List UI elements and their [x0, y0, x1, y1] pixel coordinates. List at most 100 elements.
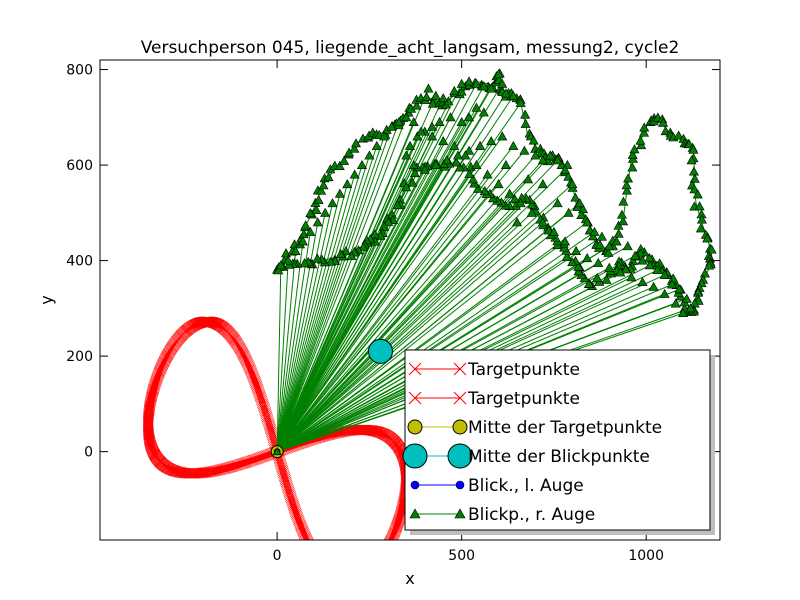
gaze-line	[276, 193, 341, 452]
gaze-point-marker	[523, 174, 534, 184]
legend-marker	[454, 508, 466, 519]
y-axis-label: y	[37, 295, 56, 304]
gaze-line	[276, 231, 595, 453]
gaze-line	[276, 145, 514, 452]
gaze-point-marker	[582, 253, 593, 263]
gaze-point-marker	[618, 216, 629, 226]
gaze-point-marker	[471, 159, 482, 169]
legend-marker	[408, 362, 422, 376]
gaze-point-marker	[350, 138, 362, 148]
gaze-point-marker	[559, 164, 571, 174]
gaze-point-marker	[670, 298, 681, 308]
gaze-point-marker	[500, 159, 511, 169]
gaze-point-marker	[635, 135, 646, 145]
gaze-line	[276, 212, 570, 453]
y-tick-label: 800	[66, 63, 93, 79]
gaze-point-marker	[644, 260, 655, 270]
gaze-point-marker	[300, 220, 311, 230]
gaze-point-marker	[592, 272, 603, 282]
gaze-point-marker	[290, 245, 301, 255]
gaze-point-marker	[478, 81, 489, 91]
gaze-point-marker	[530, 150, 541, 160]
gaze-center-marker	[367, 338, 393, 364]
gaze-point-marker	[393, 116, 404, 126]
gaze-point-marker	[515, 198, 526, 208]
gaze-point-marker	[504, 188, 515, 198]
legend-marker	[447, 443, 473, 469]
gaze-point-marker	[552, 198, 563, 208]
gaze-point-marker	[482, 169, 493, 179]
gaze-point-marker	[526, 207, 537, 217]
gaze-point-marker	[603, 247, 614, 257]
gaze-point-marker	[604, 262, 615, 272]
gaze-line	[276, 164, 477, 452]
gaze-point-marker	[685, 303, 696, 313]
gaze-line	[276, 193, 511, 452]
gaze-point-marker	[471, 78, 482, 88]
gaze-point-marker	[639, 127, 650, 137]
gaze-point-marker	[493, 69, 504, 79]
gaze-point-marker	[423, 83, 434, 93]
gaze-point-marker	[604, 241, 615, 251]
gaze-point-marker	[567, 257, 578, 267]
gaze-point-marker	[320, 207, 331, 217]
gaze-point-marker	[681, 293, 692, 303]
gaze-point-marker	[667, 279, 678, 289]
gaze-point-marker	[583, 278, 594, 288]
x-tick-label: 500	[448, 548, 475, 564]
plot-frame	[99, 59, 721, 541]
gaze-line	[276, 212, 533, 453]
gaze-point-marker	[509, 193, 520, 203]
gaze-point-marker	[488, 193, 499, 203]
gaze-point-marker	[648, 281, 659, 291]
gaze-point-marker	[364, 150, 375, 160]
gaze-point-marker	[456, 116, 467, 126]
gaze-point-marker	[349, 169, 360, 179]
gaze-point-marker	[652, 265, 663, 275]
gaze-point-marker	[334, 188, 345, 198]
gaze-line	[276, 136, 385, 452]
gaze-point-marker	[434, 116, 445, 126]
gaze-point-marker	[449, 140, 460, 150]
gaze-point-marker	[486, 83, 497, 93]
gaze-point-marker	[464, 145, 475, 155]
gaze-point-marker	[520, 118, 531, 128]
center-markers	[270, 338, 393, 459]
gaze-point-marker	[346, 250, 357, 260]
gaze-point-marker	[574, 198, 585, 208]
gaze-point-marker	[620, 264, 631, 274]
gaze-point-marker	[430, 90, 441, 100]
gaze-line	[276, 203, 333, 452]
gaze-line	[276, 179, 529, 452]
gaze-point-marker	[464, 168, 475, 178]
legend-box	[404, 349, 711, 531]
gaze-point-marker	[299, 258, 310, 268]
gaze-line	[276, 183, 499, 452]
gaze-point-marker	[616, 209, 627, 219]
gaze-point-marker	[704, 260, 715, 270]
gaze-point-marker	[527, 199, 538, 209]
gaze-point-marker	[456, 86, 467, 96]
gaze-point-marker	[508, 140, 519, 150]
gaze-point-marker	[349, 143, 360, 153]
gaze-point-marker	[596, 231, 607, 241]
gaze-point-marker	[454, 162, 465, 172]
gaze-point-marker	[571, 245, 582, 255]
gaze-point-marker	[371, 140, 382, 150]
chart-title: Versuchperson 045, liegende_acht_langsam…	[141, 38, 680, 58]
gaze-point-marker	[686, 155, 697, 165]
gaze-point-marker	[576, 209, 587, 219]
gaze-line	[276, 260, 289, 452]
legend-marker	[455, 480, 465, 490]
gaze-point-marker	[342, 179, 353, 189]
gaze-line	[276, 121, 400, 452]
gaze-point-marker	[497, 131, 508, 141]
gaze-point-marker	[627, 162, 638, 172]
gaze-point-marker	[408, 159, 419, 169]
gaze-point-marker	[694, 201, 705, 211]
gaze-point-marker	[589, 226, 600, 236]
gaze-point-marker	[486, 136, 497, 146]
gaze-point-marker	[552, 155, 563, 165]
gaze-point-marker	[627, 149, 638, 159]
gaze-point-marker	[578, 204, 589, 214]
